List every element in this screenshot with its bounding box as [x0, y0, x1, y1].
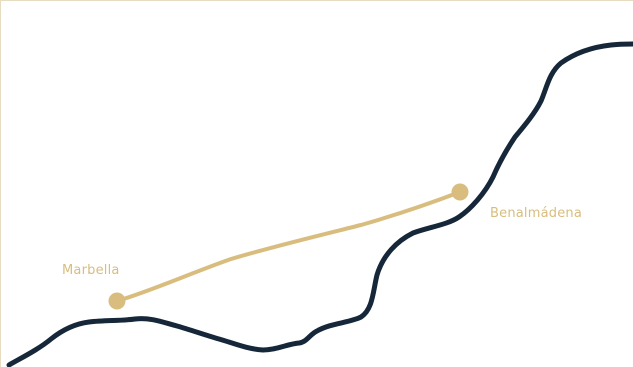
- coastline: [6, 41, 633, 367]
- marbella-label: Marbella: [62, 263, 120, 278]
- benalmadena-marker: [451, 183, 469, 201]
- route-line: [115, 190, 462, 303]
- benalmadena-label: Benalmádena: [490, 206, 583, 221]
- marbella-marker: [108, 292, 126, 310]
